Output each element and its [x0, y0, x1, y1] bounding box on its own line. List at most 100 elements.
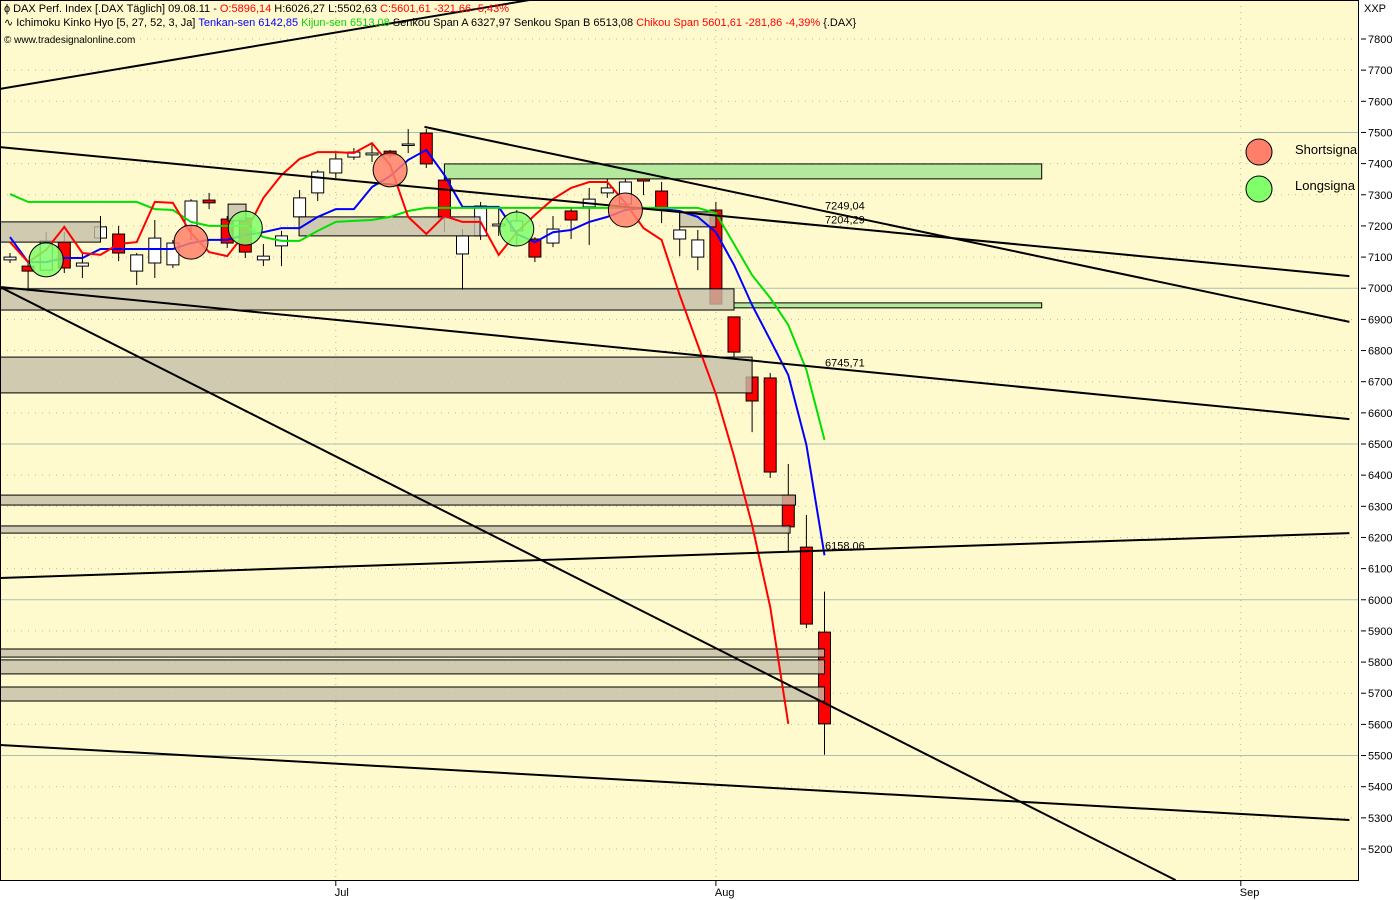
header-line-1: ɸ DAX Perf. Index [.DAX Täglich] 09.08.11…: [4, 3, 512, 16]
short-signal-marker: [372, 152, 408, 188]
trendline[interactable]: [0, 286, 1177, 880]
y-axis[interactable]: 5200 5300 5400 5500 5600 5700 5800 5900 6000 6100…: [1361, 34, 1392, 856]
up-candle: [401, 143, 415, 146]
gray-zone: [0, 659, 826, 675]
short-signal-marker: [607, 192, 643, 228]
up-candle: [673, 229, 687, 240]
kijun-value: Kijun-sen 6513,08: [301, 17, 390, 29]
up-candle: [130, 254, 144, 272]
up-candle: [365, 152, 379, 156]
y-tick-label: 5800: [1368, 657, 1392, 669]
indicator-icon: ∿: [4, 17, 14, 29]
short-signal-legend-icon: [1245, 138, 1273, 166]
tenkan-value: Tenkan-sen 6142,85: [198, 17, 299, 29]
price-annotation: 6745,71: [825, 357, 865, 369]
signals: [28, 152, 643, 278]
down-candle: [437, 179, 451, 219]
y-tick-label: 6400: [1368, 470, 1392, 482]
up-candle: [311, 171, 325, 194]
down-candle: [763, 377, 777, 473]
chikou-value: Chikou Span 5601,61 -281,86 -4,39%: [636, 17, 821, 29]
up-candle: [3, 256, 17, 261]
up-candle: [148, 237, 162, 264]
gray-zone: [0, 288, 735, 311]
y-tick-label: 5900: [1368, 626, 1392, 638]
y-tick-label: 5300: [1368, 813, 1392, 825]
y-tick-label: 6800: [1368, 346, 1392, 358]
tenkan-sen-line: [9, 148, 826, 556]
legend: Shortsigna Longsigna: [1245, 138, 1358, 203]
up-candle: [293, 197, 307, 218]
trendline[interactable]: [424, 125, 1350, 323]
down-candle: [419, 132, 433, 165]
y-tick-label: 7500: [1368, 127, 1392, 139]
y-tick-label: 5400: [1368, 782, 1392, 794]
gray-zone: [0, 494, 797, 506]
y-tick-label: 7300: [1368, 190, 1392, 202]
copyright[interactable]: © www.tradesignalonline.com: [4, 35, 136, 46]
plot-border: [0, 0, 1359, 881]
up-candle: [691, 239, 705, 258]
y-tick-label: 7100: [1368, 252, 1392, 264]
trendline[interactable]: [0, 532, 1350, 579]
trendline[interactable]: [0, 0, 530, 90]
y-tick-label: 6100: [1368, 564, 1392, 576]
y-tick-label: 7400: [1368, 159, 1392, 171]
open-value: O:5896,14: [219, 3, 272, 15]
short-signal-marker: [173, 224, 209, 260]
down-candle: [202, 199, 216, 204]
y-tick-label: 7600: [1368, 96, 1392, 108]
trendlines[interactable]: [0, 0, 1350, 880]
legend-short-label: Shortsigna: [1295, 142, 1358, 157]
gray-zone: [0, 221, 102, 243]
y-tick-label: 6300: [1368, 501, 1392, 513]
y-tick-label: 6200: [1368, 532, 1392, 544]
up-candle: [329, 158, 343, 174]
high-low-values: H:6026,27 L:5502,63: [274, 3, 378, 15]
down-candle: [818, 631, 831, 725]
y-tick-label: 5500: [1368, 751, 1392, 763]
gray-zone: [0, 356, 753, 394]
up-candle: [75, 262, 89, 267]
symbol-tag: {.DAX}: [823, 17, 857, 29]
down-candle: [528, 238, 542, 258]
y-tick-label: 5700: [1368, 688, 1392, 700]
indicator-name: Ichimoku Kinko Hyo [5, 27, 52, 3, Ja]: [16, 17, 196, 29]
instrument-title: DAX Perf. Index [.DAX Täglich] 09.08.11 …: [13, 3, 217, 15]
x-axis[interactable]: Jul Aug Sep: [335, 881, 1260, 899]
instrument-icon: ɸ: [4, 3, 11, 15]
green-zone: [733, 302, 1043, 309]
long-signal-legend-icon: [1245, 175, 1273, 203]
y-tick-label: 6000: [1368, 595, 1392, 607]
y-tick-label: 6600: [1368, 408, 1392, 420]
annotations: 7249,04 7204,29 6745,71 6158,06: [825, 201, 865, 553]
plot-area: [0, 0, 1359, 880]
up-candle: [456, 235, 469, 255]
x-tick-label: Sep: [1240, 887, 1260, 899]
long-signal-marker: [499, 211, 535, 247]
kijun-sen-line: [9, 193, 826, 441]
down-candle: [564, 210, 578, 221]
header-line-2: ∿ Ichimoku Kinko Hyo [5, 27, 52, 3, Ja] Te…: [4, 17, 859, 30]
down-candle: [727, 316, 741, 353]
price-annotation: 7204,29: [825, 215, 865, 227]
axis-corner-label: XXP: [1364, 3, 1386, 15]
trendline[interactable]: [0, 146, 1350, 278]
gray-zone: [0, 525, 791, 534]
y-tick-label: 7800: [1368, 34, 1392, 46]
trendline[interactable]: [0, 285, 1350, 421]
y-tick-label: 6700: [1368, 377, 1392, 389]
y-tick-label: 7000: [1368, 283, 1392, 295]
y-tick-label: 7700: [1368, 65, 1392, 77]
gray-zone: [0, 686, 826, 702]
chikou-span-line: [9, 141, 790, 725]
y-tick-label: 5200: [1368, 844, 1392, 856]
y-tick-label: 6900: [1368, 314, 1392, 326]
zones: [0, 163, 1043, 702]
gray-zone: [0, 648, 826, 658]
trendline[interactable]: [0, 743, 1350, 822]
price-annotation: 7249,04: [825, 201, 865, 213]
up-candle: [256, 255, 270, 261]
legend-long-label: Longsigna: [1295, 178, 1356, 193]
